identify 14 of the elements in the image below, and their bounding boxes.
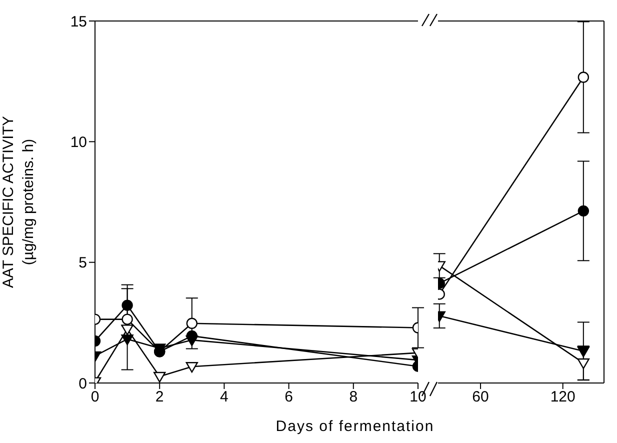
y-tick-label: 0: [78, 375, 87, 392]
x-tick-label: 0: [90, 388, 100, 406]
x-tick-label: 4: [220, 388, 228, 406]
x-axis-title: Days of fermentation: [274, 418, 436, 435]
y-tick-label: 15: [70, 13, 87, 30]
x-tick-label: 8: [349, 388, 358, 406]
x-tick-label: 60: [472, 388, 489, 406]
x-tick-label: 10: [410, 388, 426, 406]
x-tick-label: 2: [155, 388, 164, 406]
y-tick-label: 5: [78, 254, 87, 272]
x-tick-label: 120: [550, 388, 576, 406]
x-tick-label: 6: [284, 388, 293, 406]
y-tick-label: 10: [70, 134, 87, 151]
y-axis-title: AAT SPECIFIC ACTIVITY (µg/mg proteins. h): [0, 116, 37, 288]
